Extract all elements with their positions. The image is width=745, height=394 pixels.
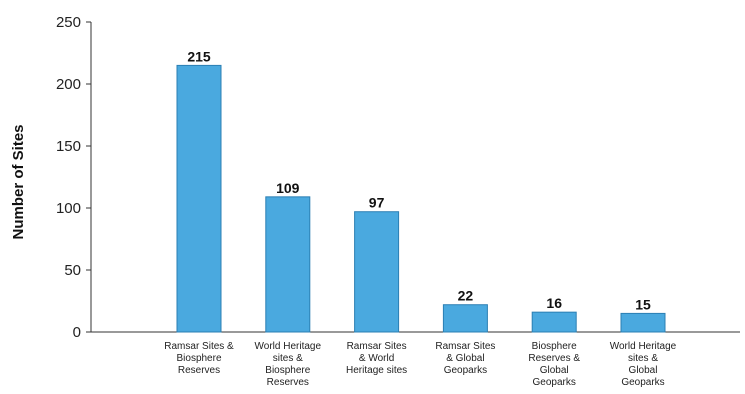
category-labels: Ramsar Sites & Biosphere Reserves World Her… bbox=[164, 341, 676, 388]
y-tick-label: 0 bbox=[73, 324, 81, 341]
category-label: Biosphere Reserves & Global Geoparks bbox=[528, 341, 580, 388]
bar bbox=[620, 312, 666, 333]
value-labels: 215 109 97 22 16 15 bbox=[187, 48, 651, 312]
value-label: 109 bbox=[276, 180, 300, 196]
category-label: Ramsar Sites & Biosphere Reserves bbox=[164, 341, 234, 376]
value-label: 97 bbox=[369, 195, 385, 211]
category-label: Ramsar Sites & World Heritage sites bbox=[346, 341, 407, 376]
bar bbox=[265, 196, 311, 333]
category-label: World Heritage sites & Biosphere Reserves bbox=[255, 341, 322, 388]
value-label: 22 bbox=[458, 288, 474, 304]
y-ticks: 0 50 100 150 200 250 bbox=[56, 14, 91, 341]
value-label: 15 bbox=[635, 296, 651, 312]
bar bbox=[442, 304, 488, 333]
value-label: 16 bbox=[546, 295, 562, 311]
bar bbox=[354, 211, 400, 333]
y-tick-label: 100 bbox=[56, 200, 81, 217]
y-axis-label: Number of Sites bbox=[10, 124, 27, 239]
y-tick-label: 250 bbox=[56, 14, 81, 31]
bar bbox=[176, 64, 222, 333]
bar bbox=[531, 311, 577, 333]
value-label: 215 bbox=[187, 48, 211, 64]
bars bbox=[176, 64, 666, 333]
y-tick-label: 50 bbox=[64, 262, 81, 279]
y-tick-label: 200 bbox=[56, 76, 81, 93]
category-label: Ramsar Sites & Global Geoparks bbox=[435, 341, 495, 376]
y-tick-label: 150 bbox=[56, 138, 81, 155]
category-label: World Heritage sites & Global Geoparks bbox=[610, 341, 677, 388]
